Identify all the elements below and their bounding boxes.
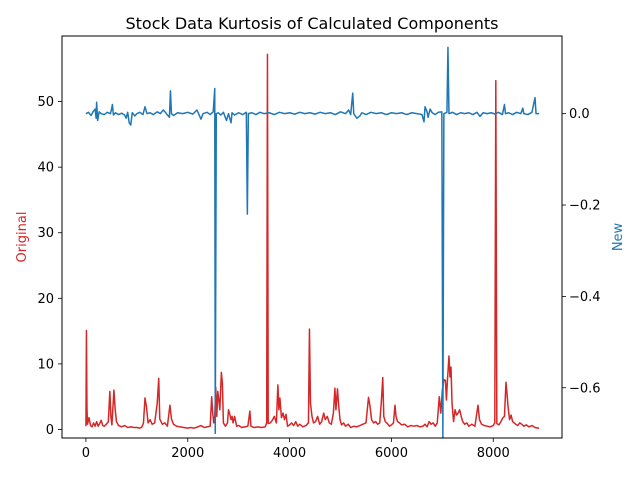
chart-title: Stock Data Kurtosis of Calculated Compon… bbox=[125, 14, 498, 33]
right-y-tick-label: −0.6 bbox=[569, 381, 601, 396]
right-y-tick-label: 0.0 bbox=[569, 107, 590, 122]
x-tick-label: 4000 bbox=[273, 446, 306, 461]
left-y-tick-label: 40 bbox=[37, 161, 54, 176]
left-axis-title: Original bbox=[15, 212, 30, 263]
plot-frame bbox=[61, 35, 563, 439]
right-y-tick-label: −0.2 bbox=[569, 199, 601, 214]
series-line-original bbox=[85, 53, 540, 429]
left-y-tick-label: 30 bbox=[37, 226, 54, 241]
x-tick-label: 2000 bbox=[171, 446, 204, 461]
x-tick-label: 8000 bbox=[477, 446, 510, 461]
x-axis: 0 2000 4000 6000 8000 bbox=[82, 438, 510, 461]
left-y-tick-label: 20 bbox=[37, 292, 54, 307]
left-y-tick-label: 50 bbox=[37, 95, 54, 110]
x-tick-label: 6000 bbox=[375, 446, 408, 461]
series-line-new bbox=[85, 46, 540, 439]
left-y-tick-label: 10 bbox=[37, 357, 54, 372]
left-y-tick-label: 0 bbox=[46, 423, 54, 438]
right-y-axis: 0.0 −0.2 −0.4 −0.6 bbox=[562, 107, 601, 396]
x-tick-label: 0 bbox=[82, 446, 90, 461]
right-axis-title: New bbox=[611, 222, 626, 251]
right-y-tick-label: −0.4 bbox=[569, 290, 601, 305]
left-y-axis: 0 10 20 30 40 50 bbox=[37, 95, 62, 438]
